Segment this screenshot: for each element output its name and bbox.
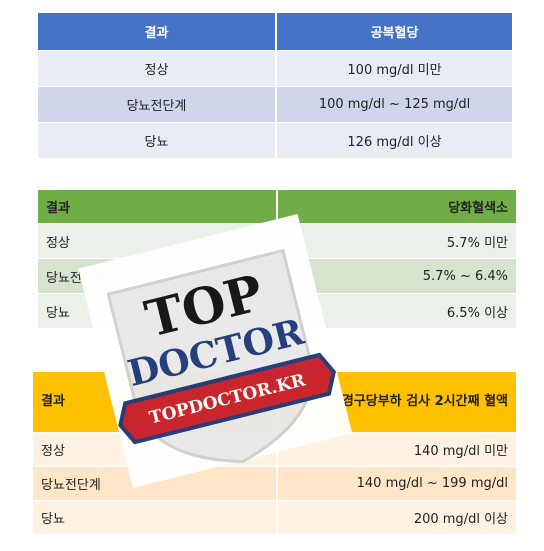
header-cell: 공복혈당 [276,13,512,51]
cell: 정상 [38,50,277,87]
header-cell: 당화혈색소 [277,190,516,224]
row: 당뇨전단계 100 mg/dl ~ 125 mg/dl [38,86,512,123]
cell: 140 mg/dl 미만 [277,432,516,467]
cell: 5.7% ~ 6.4% [277,258,516,294]
cell: 140 mg/dl ~ 199 mg/dl [277,466,516,501]
header-row: 결과 당화혈색소 [38,190,516,224]
header-row: 결과 공복혈당 [38,13,512,51]
fasting-glucose-table: 결과 공복혈당 정상 100 mg/dl 미만 당뇨전단계 100 mg/dl ~ 125… [38,13,512,159]
row: 당뇨 200 mg/dl 이상 [33,500,516,535]
header-cell: 결과 [38,190,278,224]
cell: 당뇨 [38,122,277,159]
cell: 당뇨 [33,500,278,535]
cell: 당뇨전단계 [38,86,277,123]
cell: 5.7% 미만 [277,223,516,259]
ribbon [118,352,336,445]
cell: 100 mg/dl ~ 125 mg/dl [276,86,512,123]
cell: 100 mg/dl 미만 [276,50,512,87]
cell: 200 mg/dl 이상 [277,500,516,535]
cell: 126 mg/dl 이상 [276,122,512,159]
row: 정상 100 mg/dl 미만 [38,50,512,87]
row: 당뇨 126 mg/dl 이상 [38,122,512,159]
header-cell: 결과 [38,13,277,51]
